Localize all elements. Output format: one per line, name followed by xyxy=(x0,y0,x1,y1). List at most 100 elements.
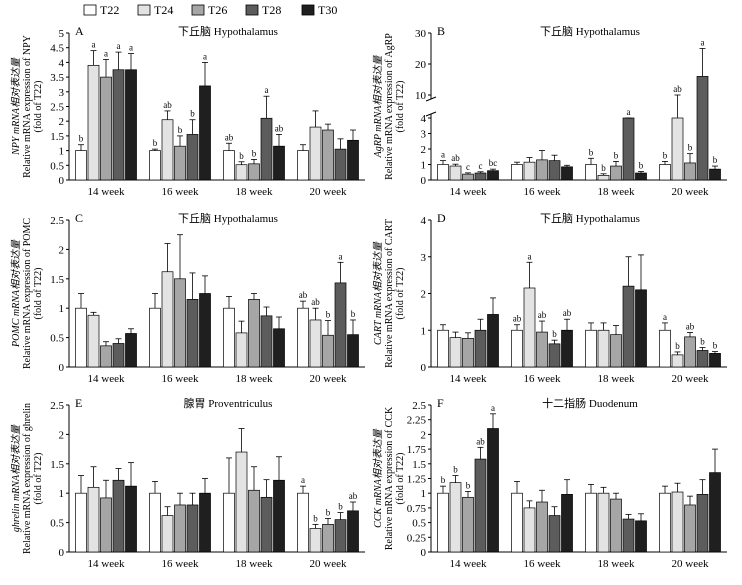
y-tick-label: 1.25 xyxy=(407,474,427,486)
significance-letter: ab xyxy=(513,314,522,324)
bar-t28 xyxy=(474,458,487,553)
bar-t24 xyxy=(87,314,100,368)
bar-t30 xyxy=(561,166,573,181)
bar-t30 xyxy=(125,333,137,368)
legend-label-t22: T22 xyxy=(100,3,119,17)
bar-t24 xyxy=(597,492,610,553)
y-axis-label-cn: POMC mRNA相对表达量 xyxy=(10,239,22,348)
bar-t30 xyxy=(487,170,499,181)
significance-letter: b xyxy=(313,513,318,523)
bar-t30 xyxy=(273,479,285,553)
significance-letter: b xyxy=(466,480,471,490)
y-axis-label-en: Relative mRNA expression of ghrelin xyxy=(22,403,33,554)
panel-b: 0 1 2 3 4 10 20 30 B 下丘脑 Hypothalamus AgRP mRNA相对表… xyxy=(372,24,727,198)
y-tick-label: 5 xyxy=(59,28,65,40)
y-axis-label: POMC mRNA相对表达量 Relative mRNA expression o… xyxy=(10,218,44,369)
significance-letter: b xyxy=(688,143,693,153)
bar-t30 xyxy=(487,314,499,368)
bar-t24 xyxy=(235,164,248,181)
bar-t24 xyxy=(523,161,536,181)
significance-letter: a xyxy=(203,51,207,61)
panel-c: 0 0.5 1 1.5 2 2.5 C 下丘脑 Hypothalamus POMC mRNA相对… xyxy=(10,211,365,385)
legend-label-t24: T24 xyxy=(154,3,173,17)
y-tick-label: 1 xyxy=(421,160,427,172)
significance-letter: ab xyxy=(451,153,460,163)
significance-letter: ab xyxy=(349,491,358,501)
y-tick-label: 3.5 xyxy=(50,72,64,84)
y-axis-label: ghrelin mRNA相对表达量 Relative mRNA expressio… xyxy=(10,403,44,554)
bar-t26 xyxy=(248,299,260,368)
significance-letter: b xyxy=(700,337,705,347)
y-tick-label: 1 xyxy=(421,325,427,337)
y-tick-label: 1.5 xyxy=(412,459,426,471)
bar-t22 xyxy=(437,164,449,181)
panel-f: 0 0.25 0.5 0.75 1 1.25 1.5 1.75 2 2.25 2.5 F 十二指肠 Du… xyxy=(372,396,727,570)
bar-t26 xyxy=(100,76,112,181)
bar-t28 xyxy=(696,76,709,181)
significance-letter: b xyxy=(441,475,446,485)
bar-t30 xyxy=(561,494,573,553)
bar-t22 xyxy=(297,150,309,181)
bar-t28 xyxy=(112,479,125,553)
y-tick-label: 0 xyxy=(59,362,65,374)
bar-t28 xyxy=(112,69,125,181)
x-tick-label: 18 week xyxy=(236,558,273,570)
bar-t28 xyxy=(260,315,273,368)
x-tick-label: 14 week xyxy=(450,186,487,198)
bar-t30 xyxy=(635,520,647,553)
y-tick-label: 1.5 xyxy=(50,274,64,286)
y-axis-label-en: Relative mRNA expression of POMC xyxy=(22,218,33,369)
bar-t30 xyxy=(347,510,359,553)
x-tick-label: 20 week xyxy=(310,186,347,198)
bar-t24 xyxy=(523,507,536,553)
x-tick-label: 16 week xyxy=(524,558,561,570)
bar-t22 xyxy=(75,307,87,368)
y-tick-label: 2 xyxy=(59,429,65,441)
bar-t26 xyxy=(536,159,548,181)
bar-t24 xyxy=(597,329,610,368)
y-axis-label-unit: (fold of T22) xyxy=(33,452,44,504)
y-tick-label: 2 xyxy=(59,116,65,128)
bar-t26 xyxy=(322,334,334,368)
bar-t26 xyxy=(248,163,260,181)
axis-break-mark-upper xyxy=(425,96,437,102)
significance-letter: b xyxy=(351,309,356,319)
y-tick-label: 0 xyxy=(421,362,427,374)
bar-t26 xyxy=(174,278,186,368)
x-tick-label: 18 week xyxy=(598,373,635,385)
y-tick-label: 0 xyxy=(421,547,427,559)
legend-swatch-t28 xyxy=(245,4,259,16)
y-axis-label-unit: (fold of T22) xyxy=(395,452,406,504)
bar-t22 xyxy=(511,492,523,553)
bar-t28 xyxy=(186,299,199,368)
panel-a: 0 0.5 1 1.5 2 2.5 3 3.5 4 4.5 5 A 下丘脑 Hypothalamus NP… xyxy=(10,24,365,198)
bar-t22 xyxy=(437,492,449,553)
significance-letter: b xyxy=(326,310,331,320)
y-tick-label: 2.5 xyxy=(50,400,64,412)
y-tick-label: 2 xyxy=(421,289,427,301)
bar-t26 xyxy=(536,501,548,553)
y-tick-label: 0 xyxy=(59,175,65,187)
legend-swatch-t22 xyxy=(83,4,97,16)
y-axis-label-cn: ghrelin mRNA相对表达量 xyxy=(10,424,22,532)
bar-t22 xyxy=(75,150,87,181)
y-tick-label: 1.5 xyxy=(50,459,64,471)
bar-t26 xyxy=(462,337,474,368)
y-tick-label: 3 xyxy=(421,129,427,141)
y-tick-label: 3 xyxy=(421,252,427,264)
bar-t30 xyxy=(199,293,211,368)
bar-t28 xyxy=(334,148,347,181)
y-axis-label-cn: AgRP mRNA相对表达量 xyxy=(372,55,384,159)
y-axis-label: AgRP mRNA相对表达量 Relative mRNA expression o… xyxy=(372,33,406,180)
bar-t28 xyxy=(548,515,561,553)
y-tick-label: 0.25 xyxy=(407,532,427,544)
bar-t30 xyxy=(273,145,285,181)
significance-letter: a xyxy=(301,475,305,485)
x-tick-label: 16 week xyxy=(524,373,561,385)
bar-t30 xyxy=(125,485,137,553)
bar-t30 xyxy=(273,328,285,368)
y-tick-label: 0 xyxy=(421,175,427,187)
y-axis-label: NPY mRNA相对表达量 Relative mRNA expression of… xyxy=(10,35,44,178)
x-tick-label: 20 week xyxy=(672,373,709,385)
significance-letter: a xyxy=(92,40,96,50)
